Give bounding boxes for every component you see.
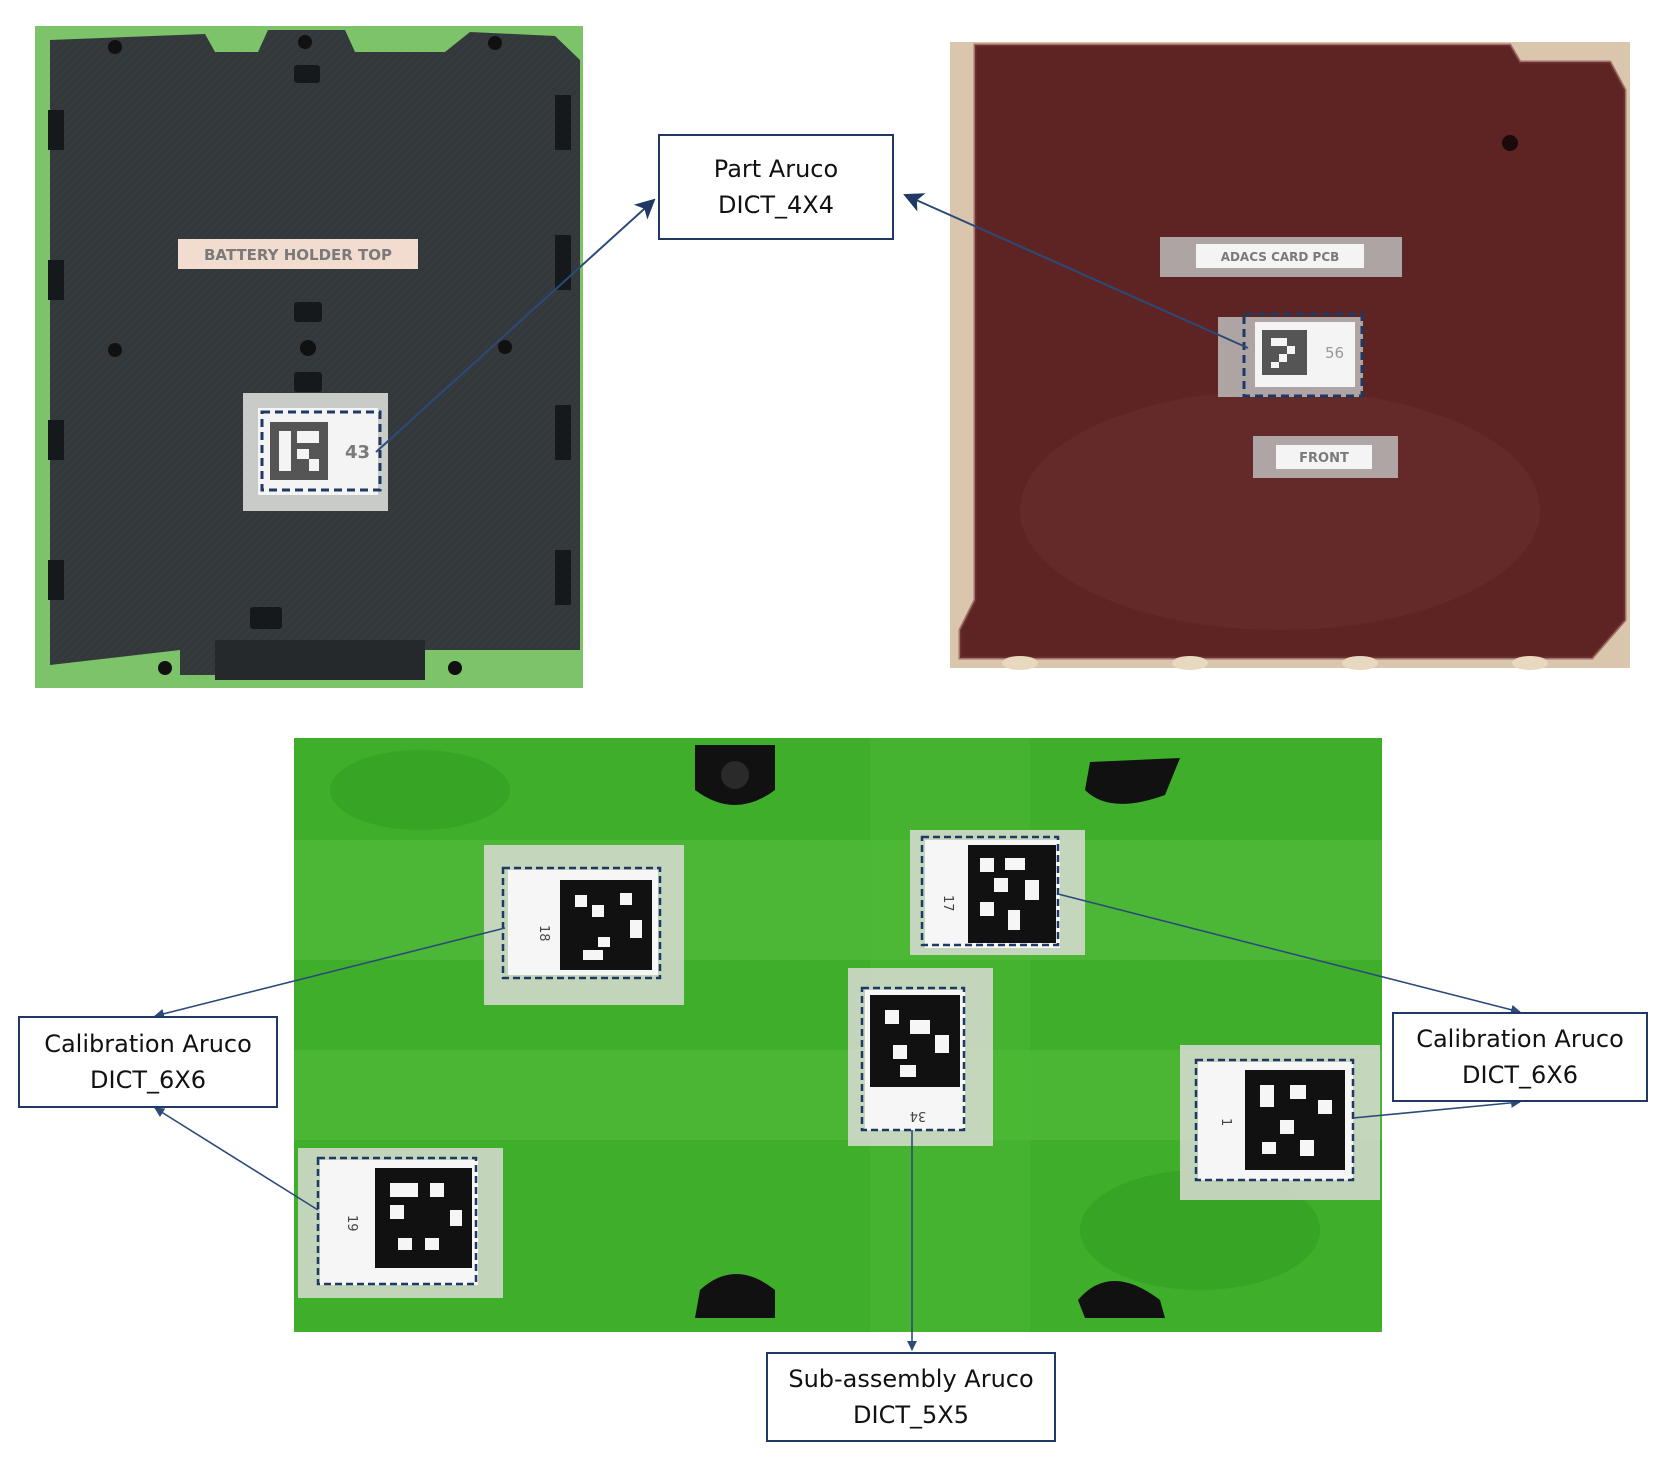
arrow-56-to-part <box>903 193 1249 349</box>
marker-id-18: 18 <box>536 925 551 942</box>
callout-subassembly-line2: DICT_5X5 <box>853 1401 969 1429</box>
callout-calib-left-line1: Calibration Aruco <box>44 1030 252 1058</box>
callout-subassembly-line1: Sub-assembly Aruco <box>788 1365 1034 1393</box>
callout-part-line1: Part Aruco <box>713 155 839 183</box>
arrow-19-to-calib-left <box>154 1107 319 1211</box>
callout-calib-right-line2: DICT_6X6 <box>1462 1061 1578 1089</box>
arrows <box>154 193 1521 1351</box>
arrow-18-to-calib-left <box>154 927 506 1019</box>
aruco-marker-56 <box>1262 330 1307 375</box>
marker-id-43: 43 <box>345 442 370 463</box>
marker-id-17: 17 <box>940 895 955 912</box>
arrow-43-to-part <box>375 198 656 453</box>
marker-id-34: 34 <box>910 1108 927 1123</box>
callout-subassembly: Sub-assembly Aruco DICT_5X5 <box>766 1352 1056 1442</box>
battery-holder-label: BATTERY HOLDER TOP <box>204 246 392 264</box>
adacs-card-photo: ADACS CARD PCB 56 FRONT <box>950 42 1630 670</box>
adacs-card-label: ADACS CARD PCB <box>1221 250 1340 264</box>
callout-calibration-left: Calibration Aruco DICT_6X6 <box>18 1016 278 1108</box>
arrow-17-to-calib-right <box>1057 893 1521 1015</box>
callout-calib-right-line1: Calibration Aruco <box>1416 1025 1624 1053</box>
battery-holder-photo: BATTERY HOLDER TOP 43 <box>35 26 583 688</box>
marker-id-56: 56 <box>1325 344 1344 362</box>
callout-calib-left-line2: DICT_6X6 <box>90 1066 206 1094</box>
arrow-1-to-calib-right <box>1352 1097 1521 1119</box>
callout-calibration-right: Calibration Aruco DICT_6X6 <box>1392 1012 1648 1102</box>
aruco-marker-43 <box>270 422 328 480</box>
marker-id-1: 1 <box>1218 1118 1233 1126</box>
front-label: FRONT <box>1299 451 1349 466</box>
assembly-board-photo: 18 17 34 1 <box>294 738 1382 1332</box>
callout-part-line2: DICT_4X4 <box>718 191 834 219</box>
callout-part-aruco: Part Aruco DICT_4X4 <box>658 134 894 240</box>
marker-id-19: 19 <box>344 1215 359 1232</box>
